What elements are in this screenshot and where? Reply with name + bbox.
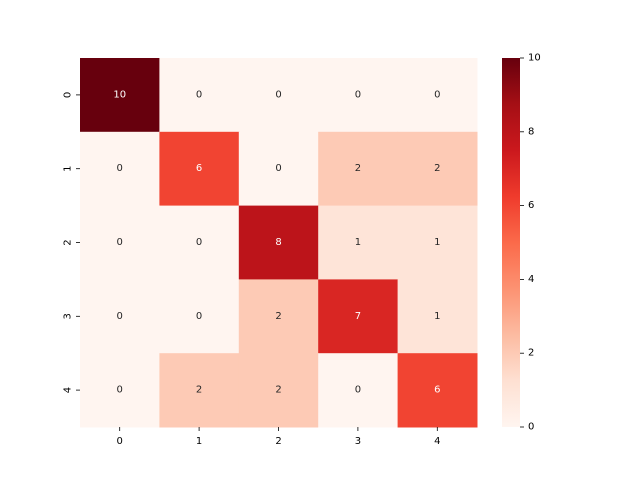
y-axis-ticks: 0 1 2 3 4	[63, 92, 80, 393]
x-tick-label-1: 1	[196, 436, 202, 447]
heatmap-cell-0-1	[159, 58, 240, 133]
heatmap-cell-value-0-4: 0	[434, 89, 440, 100]
heatmap-cell-value-4-2: 2	[275, 385, 281, 396]
heatmap-cell-1-3	[318, 131, 399, 207]
heatmap-cells	[80, 58, 478, 428]
heatmap-cell-2-1	[159, 205, 240, 280]
heatmap-cell-4-2	[238, 353, 319, 428]
heatmap-cell-2-3	[318, 205, 399, 280]
heatmap-cell-value-1-3: 2	[355, 163, 361, 174]
x-tick-label-4: 4	[434, 436, 440, 447]
x-tick-label-0: 0	[117, 436, 123, 447]
heatmap-cell-value-0-3: 0	[355, 89, 361, 100]
heatmap-cell-value-3-1: 0	[196, 311, 202, 322]
x-tick-label-2: 2	[275, 436, 281, 447]
y-tick-label-0: 0	[63, 92, 74, 98]
colorbar-tick-label-0: 0	[528, 422, 534, 433]
colorbar-tick-label-5: 10	[528, 53, 541, 64]
heatmap-cell-value-2-4: 1	[434, 237, 440, 248]
heatmap-cell-value-2-0: 0	[117, 237, 123, 248]
heatmap-cell-value-3-4: 1	[434, 311, 440, 322]
heatmap-cell-3-2	[238, 279, 319, 354]
heatmap-cell-value-1-0: 0	[117, 163, 123, 174]
colorbar-gradient	[502, 58, 520, 427]
colorbar	[502, 58, 520, 427]
heatmap-cell-1-4	[397, 131, 478, 207]
heatmap-cell-value-1-1: 6	[196, 163, 202, 174]
heatmap-cell-value-0-0: 10	[113, 89, 126, 100]
y-tick-label-3: 3	[63, 313, 74, 319]
heatmap-cell-value-1-2: 0	[275, 163, 281, 174]
heatmap-cell-value-4-4: 6	[434, 385, 440, 396]
x-tick-label-3: 3	[355, 436, 361, 447]
colorbar-tick-label-1: 2	[528, 348, 534, 359]
colorbar-tick-label-4: 8	[528, 126, 534, 137]
heatmap-cell-4-3	[318, 353, 399, 428]
heatmap-cell-2-2	[238, 205, 319, 280]
heatmap-cell-0-3	[318, 58, 399, 133]
heatmap-cell-0-0	[80, 58, 160, 133]
heatmap-cell-value-0-2: 0	[275, 89, 281, 100]
heatmap-cell-value-1-4: 2	[434, 163, 440, 174]
heatmap-cell-4-0	[80, 353, 160, 428]
y-tick-label-4: 4	[63, 387, 74, 393]
heatmap-cell-value-4-0: 0	[117, 385, 123, 396]
y-tick-label-2: 2	[63, 239, 74, 245]
heatmap-cell-0-2	[238, 58, 319, 133]
heatmap-cell-1-2	[238, 131, 319, 207]
heatmap-cell-1-0	[80, 131, 160, 207]
heatmap-cell-0-4	[397, 58, 478, 133]
heatmap-cell-value-3-3: 7	[355, 311, 361, 322]
heatmap-cell-3-0	[80, 279, 160, 354]
heatmap-cell-value-3-0: 0	[117, 311, 123, 322]
heatmap-cell-value-2-3: 1	[355, 237, 361, 248]
x-axis-ticks: 0 1 2 3 4	[117, 427, 440, 447]
heatmap-cell-4-1	[159, 353, 240, 428]
heatmap-cell-value-4-1: 2	[196, 385, 202, 396]
heatmap-cell-2-0	[80, 205, 160, 280]
colorbar-tick-label-3: 6	[528, 200, 534, 211]
heatmap-cell-3-3	[318, 279, 399, 354]
colorbar-tick-label-2: 4	[528, 274, 534, 285]
heatmap-cell-value-3-2: 2	[275, 311, 281, 322]
heatmap-cell-3-1	[159, 279, 240, 354]
heatmap-cell-3-4	[397, 279, 478, 354]
heatmap-cell-labels: 10 0 0 0 00 6 0 2 20 0 8 1 10 0 2 7 10 2 2 0 6	[113, 89, 440, 395]
heatmap-cell-value-2-1: 0	[196, 237, 202, 248]
heatmap-cell-1-1	[159, 131, 240, 207]
heatmap-cell-value-2-2: 8	[275, 237, 281, 248]
heatmap-cell-2-4	[397, 205, 478, 280]
heatmap-cell-value-0-1: 0	[196, 89, 202, 100]
y-tick-label-1: 1	[63, 166, 74, 172]
heatmap-cell-value-4-3: 0	[355, 385, 361, 396]
heatmap-cell-4-4	[397, 353, 478, 428]
colorbar-ticks: 0 2 4 6 8 10	[520, 53, 541, 433]
